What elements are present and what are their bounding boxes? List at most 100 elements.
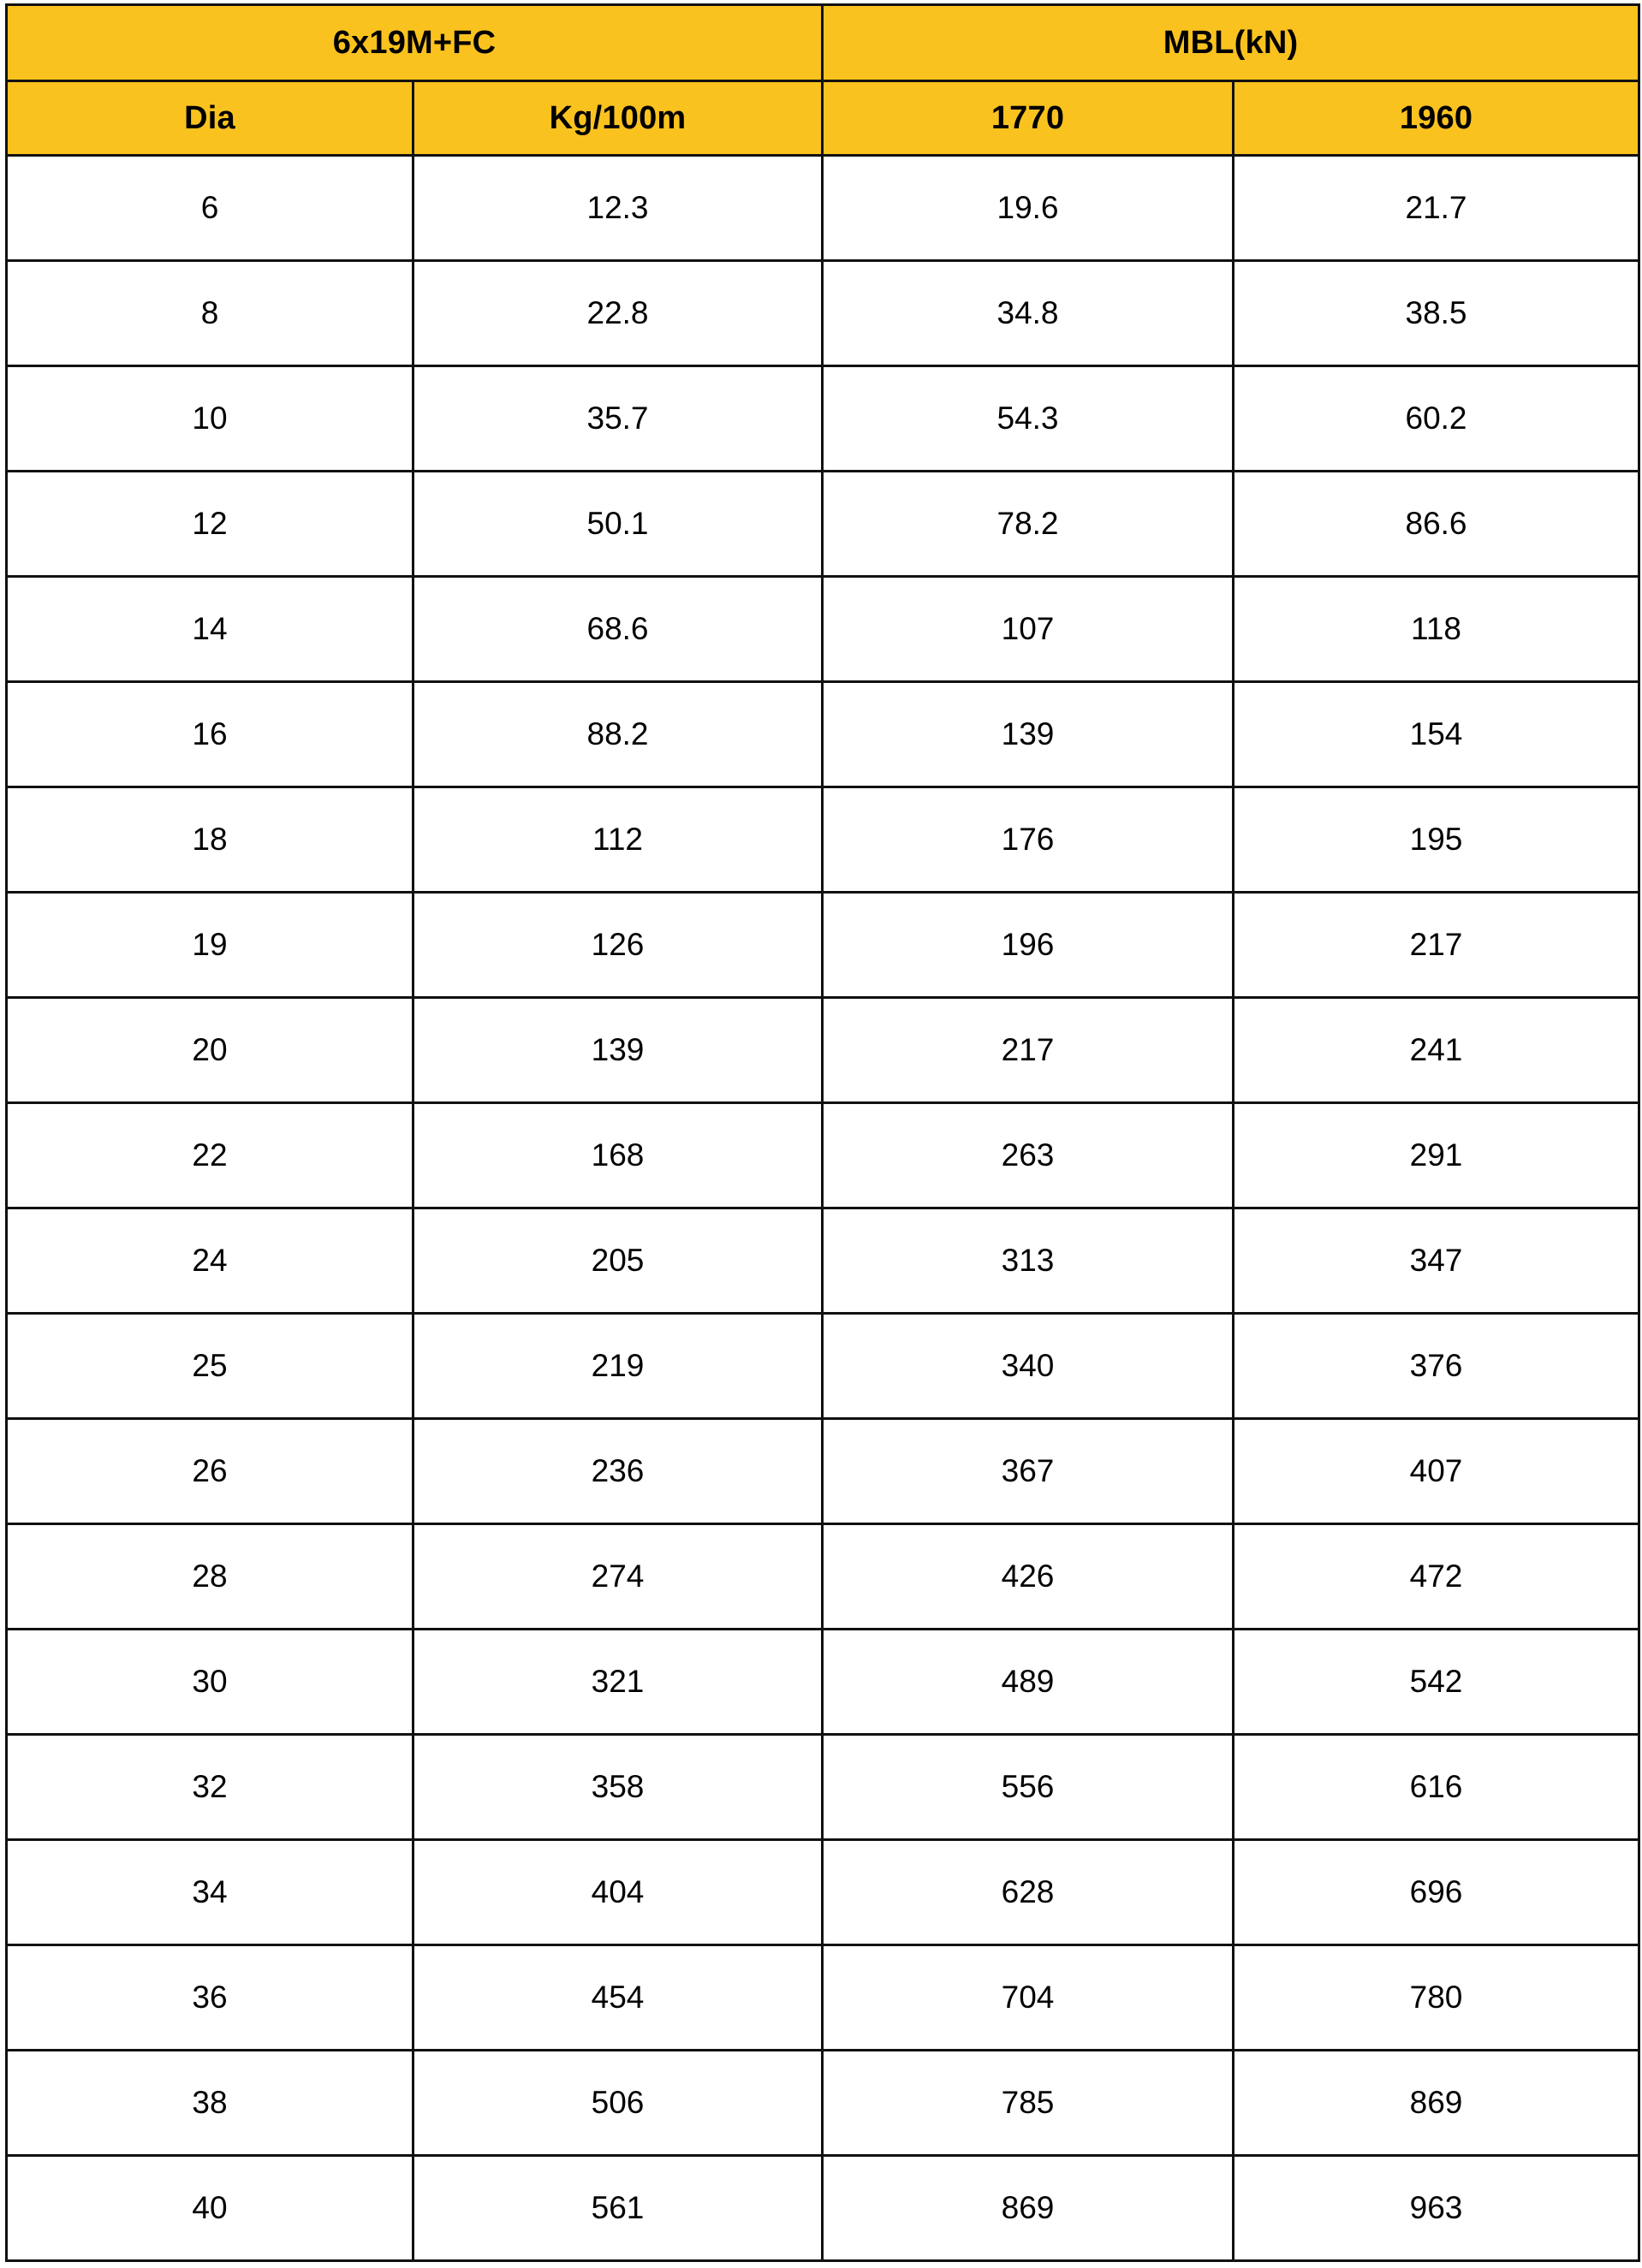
cell-kg-per-100m: 88.2 — [411, 680, 824, 788]
cell-mbl-1770: 217 — [821, 996, 1235, 1104]
column-header-row: Dia Kg/100m 1770 1960 — [5, 80, 1641, 157]
cell-dia: 30 — [5, 1628, 414, 1736]
cell-mbl-1770: 340 — [821, 1312, 1235, 1420]
cell-kg-per-100m: 68.6 — [411, 575, 824, 683]
cell-kg-per-100m: 168 — [411, 1101, 824, 1209]
table-row: 18 112 176 195 — [5, 786, 1641, 894]
table-row: 25 219 340 376 — [5, 1312, 1641, 1420]
cell-kg-per-100m: 561 — [411, 2154, 824, 2262]
cell-dia: 14 — [5, 575, 414, 683]
table-row: 30 321 489 542 — [5, 1628, 1641, 1736]
cell-mbl-1960: 241 — [1232, 996, 1641, 1104]
cell-mbl-1770: 628 — [821, 1838, 1235, 1946]
cell-mbl-1960: 60.2 — [1232, 365, 1641, 472]
table-row: 10 35.7 54.3 60.2 — [5, 365, 1641, 472]
cell-dia: 12 — [5, 470, 414, 578]
cell-mbl-1770: 19.6 — [821, 154, 1235, 262]
cell-mbl-1770: 54.3 — [821, 365, 1235, 472]
cell-kg-per-100m: 274 — [411, 1523, 824, 1630]
cell-mbl-1960: 86.6 — [1232, 470, 1641, 578]
group-header-mbl: MBL(kN) — [821, 3, 1641, 82]
cell-mbl-1770: 426 — [821, 1523, 1235, 1630]
cell-kg-per-100m: 139 — [411, 996, 824, 1104]
table-row: 20 139 217 241 — [5, 996, 1641, 1104]
column-header-1770: 1770 — [821, 80, 1235, 157]
cell-mbl-1960: 195 — [1232, 786, 1641, 894]
cell-mbl-1770: 367 — [821, 1417, 1235, 1525]
cell-mbl-1960: 696 — [1232, 1838, 1641, 1946]
table-row: 22 168 263 291 — [5, 1101, 1641, 1209]
table-row: 32 358 556 616 — [5, 1733, 1641, 1841]
table-row: 6 12.3 19.6 21.7 — [5, 154, 1641, 262]
table-row: 12 50.1 78.2 86.6 — [5, 470, 1641, 578]
cell-kg-per-100m: 50.1 — [411, 470, 824, 578]
cell-kg-per-100m: 205 — [411, 1207, 824, 1315]
cell-mbl-1770: 263 — [821, 1101, 1235, 1209]
cell-mbl-1770: 196 — [821, 891, 1235, 999]
table-row: 36 454 704 780 — [5, 1944, 1641, 2051]
cell-kg-per-100m: 12.3 — [411, 154, 824, 262]
cell-dia: 24 — [5, 1207, 414, 1315]
cell-mbl-1770: 869 — [821, 2154, 1235, 2262]
cell-mbl-1960: 542 — [1232, 1628, 1641, 1736]
group-header-row: 6x19M+FC MBL(kN) — [4, 3, 1641, 82]
cell-mbl-1960: 376 — [1232, 1312, 1641, 1420]
cell-mbl-1960: 407 — [1232, 1417, 1641, 1525]
cell-mbl-1960: 154 — [1232, 680, 1641, 788]
column-header-1960: 1960 — [1232, 80, 1641, 157]
cell-dia: 8 — [5, 259, 414, 367]
cell-mbl-1960: 291 — [1232, 1101, 1641, 1209]
table-row: 28 274 426 472 — [5, 1523, 1641, 1630]
cell-mbl-1960: 38.5 — [1232, 259, 1641, 367]
cell-mbl-1770: 107 — [821, 575, 1235, 683]
table-body: 6 12.3 19.6 21.7 8 22.8 34.8 38.5 10 35.7 54.3 60.2… — [5, 154, 1641, 2262]
cell-dia: 18 — [5, 786, 414, 894]
cell-mbl-1960: 963 — [1232, 2154, 1641, 2262]
cell-kg-per-100m: 454 — [411, 1944, 824, 2051]
cell-mbl-1960: 472 — [1232, 1523, 1641, 1630]
cell-mbl-1770: 176 — [821, 786, 1235, 894]
cell-dia: 22 — [5, 1101, 414, 1209]
cell-dia: 16 — [5, 680, 414, 788]
table-row: 26 236 367 407 — [5, 1417, 1641, 1525]
cell-mbl-1770: 34.8 — [821, 259, 1235, 367]
cell-dia: 36 — [5, 1944, 414, 2051]
table-row: 8 22.8 34.8 38.5 — [5, 259, 1641, 367]
cell-kg-per-100m: 35.7 — [411, 365, 824, 472]
cell-mbl-1770: 489 — [821, 1628, 1235, 1736]
table-header: 6x19M+FC MBL(kN) Dia Kg/100m 1770 1960 — [4, 3, 1641, 157]
table-row: 24 205 313 347 — [5, 1207, 1641, 1315]
cell-dia: 32 — [5, 1733, 414, 1841]
cell-kg-per-100m: 219 — [411, 1312, 824, 1420]
cell-kg-per-100m: 112 — [411, 786, 824, 894]
cell-mbl-1960: 21.7 — [1232, 154, 1641, 262]
cell-mbl-1770: 785 — [821, 2049, 1235, 2157]
table-row: 38 506 785 869 — [5, 2049, 1641, 2157]
column-header-dia: Dia — [5, 80, 414, 157]
cell-dia: 25 — [5, 1312, 414, 1420]
cell-dia: 38 — [5, 2049, 414, 2157]
cell-mbl-1960: 217 — [1232, 891, 1641, 999]
cell-dia: 40 — [5, 2154, 414, 2262]
cell-dia: 20 — [5, 996, 414, 1104]
column-header-kg-per-100m: Kg/100m — [411, 80, 824, 157]
cell-mbl-1960: 616 — [1232, 1733, 1641, 1841]
wire-rope-spec-table: 6x19M+FC MBL(kN) Dia Kg/100m 1770 1960 6… — [4, 3, 1641, 2262]
cell-dia: 10 — [5, 365, 414, 472]
cell-dia: 34 — [5, 1838, 414, 1946]
cell-kg-per-100m: 22.8 — [411, 259, 824, 367]
table-row: 34 404 628 696 — [5, 1838, 1641, 1946]
table-row: 14 68.6 107 118 — [5, 575, 1641, 683]
cell-kg-per-100m: 404 — [411, 1838, 824, 1946]
table-row: 16 88.2 139 154 — [5, 680, 1641, 788]
cell-dia: 19 — [5, 891, 414, 999]
table-row: 40 561 869 963 — [5, 2154, 1641, 2262]
cell-kg-per-100m: 321 — [411, 1628, 824, 1736]
cell-dia: 26 — [5, 1417, 414, 1525]
table-row: 19 126 196 217 — [5, 891, 1641, 999]
cell-kg-per-100m: 358 — [411, 1733, 824, 1841]
cell-mbl-1770: 78.2 — [821, 470, 1235, 578]
cell-kg-per-100m: 126 — [411, 891, 824, 999]
cell-kg-per-100m: 236 — [411, 1417, 824, 1525]
